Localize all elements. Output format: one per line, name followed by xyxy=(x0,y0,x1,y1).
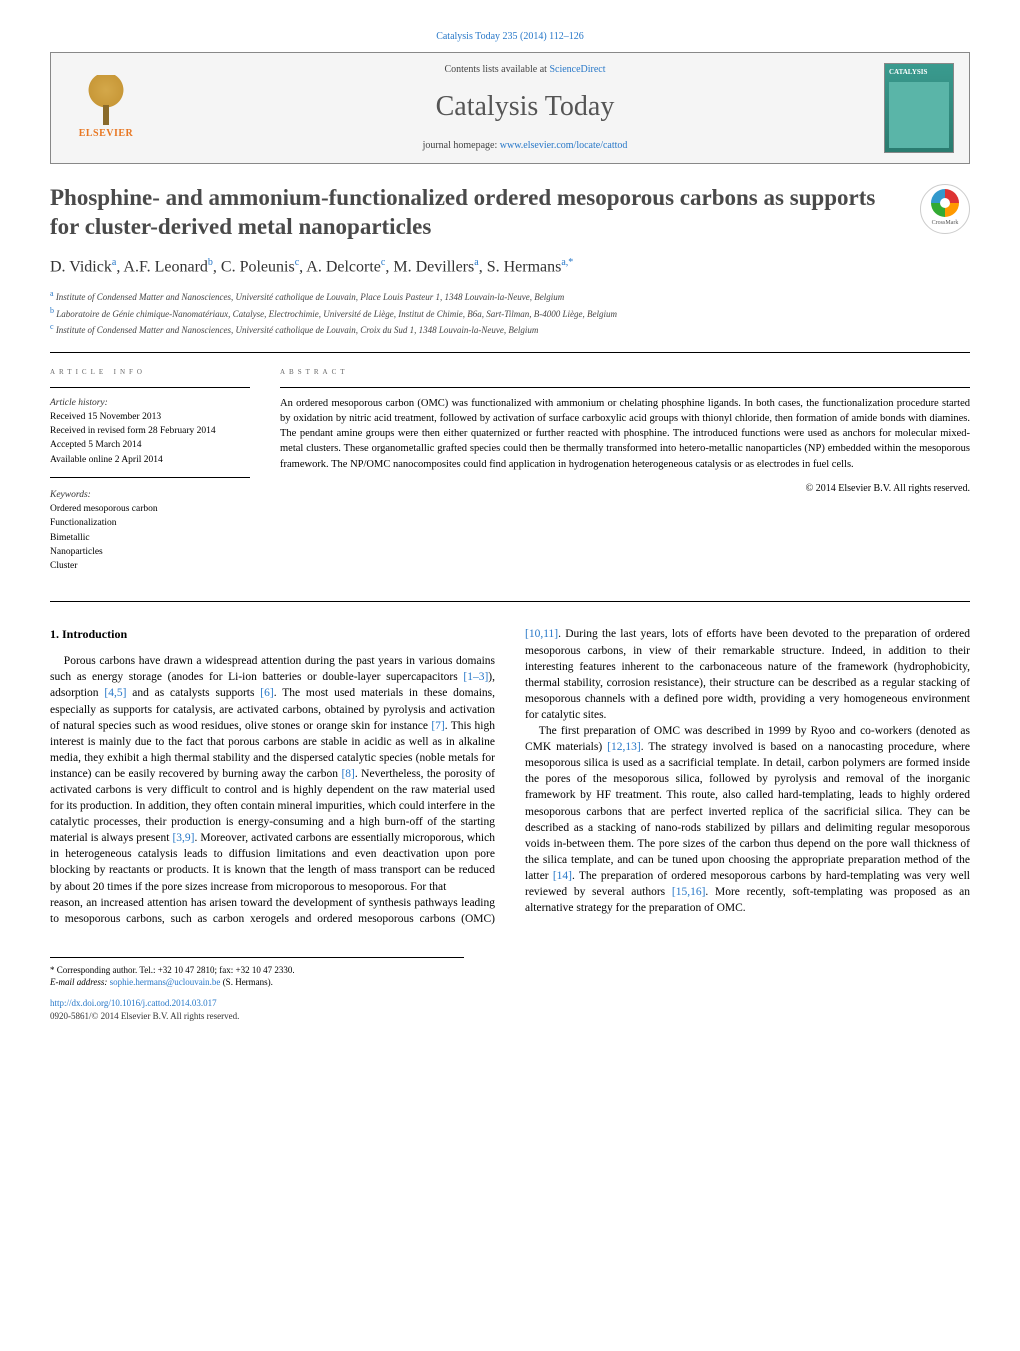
cover-title: CATALYSIS xyxy=(889,68,949,78)
keyword: Cluster xyxy=(50,559,250,573)
ref-link[interactable]: [10,11] xyxy=(525,628,558,640)
keyword: Functionalization xyxy=(50,516,250,530)
history-line: Received 15 November 2013 xyxy=(50,410,250,424)
ref-link[interactable]: [7] xyxy=(431,720,444,732)
body-para-1: Porous carbons have drawn a widespread a… xyxy=(50,653,495,894)
email-suffix: (S. Hermans). xyxy=(220,977,273,987)
ref-link[interactable]: [15,16] xyxy=(672,886,706,898)
abstract-heading: abstract xyxy=(280,365,970,379)
affiliation-line: c Institute of Condensed Matter and Nano… xyxy=(50,321,970,338)
history-line: Accepted 5 March 2014 xyxy=(50,438,250,452)
body-text: 1. Introduction Porous carbons have draw… xyxy=(50,626,970,926)
keywords-block: Keywords: Ordered mesoporous carbonFunct… xyxy=(50,488,250,584)
separator-top xyxy=(50,352,970,353)
homepage-prefix: journal homepage: xyxy=(423,140,500,151)
email-line: E-mail address: sophie.hermans@uclouvain… xyxy=(50,976,464,989)
authors-line: D. Vidicka, A.F. Leonardb, C. Poleunisc,… xyxy=(50,256,970,279)
keyword: Ordered mesoporous carbon xyxy=(50,502,250,516)
email-link[interactable]: sophie.hermans@uclouvain.be xyxy=(110,977,221,987)
contents-prefix: Contents lists available at xyxy=(444,64,549,75)
elsevier-tree-icon xyxy=(81,75,131,125)
keywords-label: Keywords: xyxy=(50,488,250,502)
journal-header: ELSEVIER Contents lists available at Sci… xyxy=(50,52,970,164)
keyword: Nanoparticles xyxy=(50,545,250,559)
journal-homepage-line: journal homepage: www.elsevier.com/locat… xyxy=(166,139,884,153)
footer-copyright: 0920-5861/© 2014 Elsevier B.V. All right… xyxy=(50,1010,464,1023)
history-label: Article history: xyxy=(50,396,250,410)
doi-link[interactable]: http://dx.doi.org/10.1016/j.cattod.2014.… xyxy=(50,998,217,1008)
crossmark-badge[interactable]: CrossMark xyxy=(920,184,970,234)
crossmark-icon xyxy=(931,189,959,217)
abstract-copyright: © 2014 Elsevier B.V. All rights reserved… xyxy=(280,482,970,496)
journal-name: Catalysis Today xyxy=(166,87,884,126)
ref-link[interactable]: [4,5] xyxy=(104,687,126,699)
article-title: Phosphine- and ammonium-functionalized o… xyxy=(50,184,900,242)
sciencedirect-link[interactable]: ScienceDirect xyxy=(549,64,605,75)
elsevier-text: ELSEVIER xyxy=(79,127,134,141)
ref-link[interactable]: [14] xyxy=(553,870,572,882)
email-label: E-mail address: xyxy=(50,977,110,987)
ref-link[interactable]: [12,13] xyxy=(607,741,641,753)
article-info-heading: article info xyxy=(50,365,250,379)
keyword: Bimetallic xyxy=(50,531,250,545)
corresponding-author: * Corresponding author. Tel.: +32 10 47 … xyxy=(50,964,464,977)
abstract-text: An ordered mesoporous carbon (OMC) was f… xyxy=(280,396,970,472)
affiliations-block: a Institute of Condensed Matter and Nano… xyxy=(50,288,970,338)
journal-citation-top: Catalysis Today 235 (2014) 112–126 xyxy=(50,30,970,44)
abstract-panel: abstract An ordered mesoporous carbon (O… xyxy=(280,365,970,594)
ref-link[interactable]: [1–3] xyxy=(463,671,488,683)
history-line: Available online 2 April 2014 xyxy=(50,453,250,467)
section-1-heading: 1. Introduction xyxy=(50,626,495,643)
article-history-block: Article history: Received 15 November 20… xyxy=(50,396,250,478)
footer-block: * Corresponding author. Tel.: +32 10 47 … xyxy=(50,957,464,1022)
homepage-link[interactable]: www.elsevier.com/locate/cattod xyxy=(500,140,628,151)
body-para-3: The first preparation of OMC was describ… xyxy=(525,723,970,916)
journal-cover-thumbnail: CATALYSIS xyxy=(884,63,954,153)
affiliation-line: a Institute of Condensed Matter and Nano… xyxy=(50,288,970,305)
ref-link[interactable]: [3,9] xyxy=(172,832,194,844)
ref-link[interactable]: [8] xyxy=(341,768,354,780)
separator-bottom xyxy=(50,601,970,602)
affiliation-line: b Laboratoire de Génie chimique-Nanomaté… xyxy=(50,305,970,322)
elsevier-logo: ELSEVIER xyxy=(66,68,146,148)
ref-link[interactable]: [6] xyxy=(260,687,273,699)
article-info-panel: article info Article history: Received 1… xyxy=(50,365,250,594)
crossmark-label: CrossMark xyxy=(932,219,959,227)
history-line: Received in revised form 28 February 201… xyxy=(50,424,250,438)
cover-image-placeholder xyxy=(889,82,949,148)
contents-available-line: Contents lists available at ScienceDirec… xyxy=(166,63,884,77)
